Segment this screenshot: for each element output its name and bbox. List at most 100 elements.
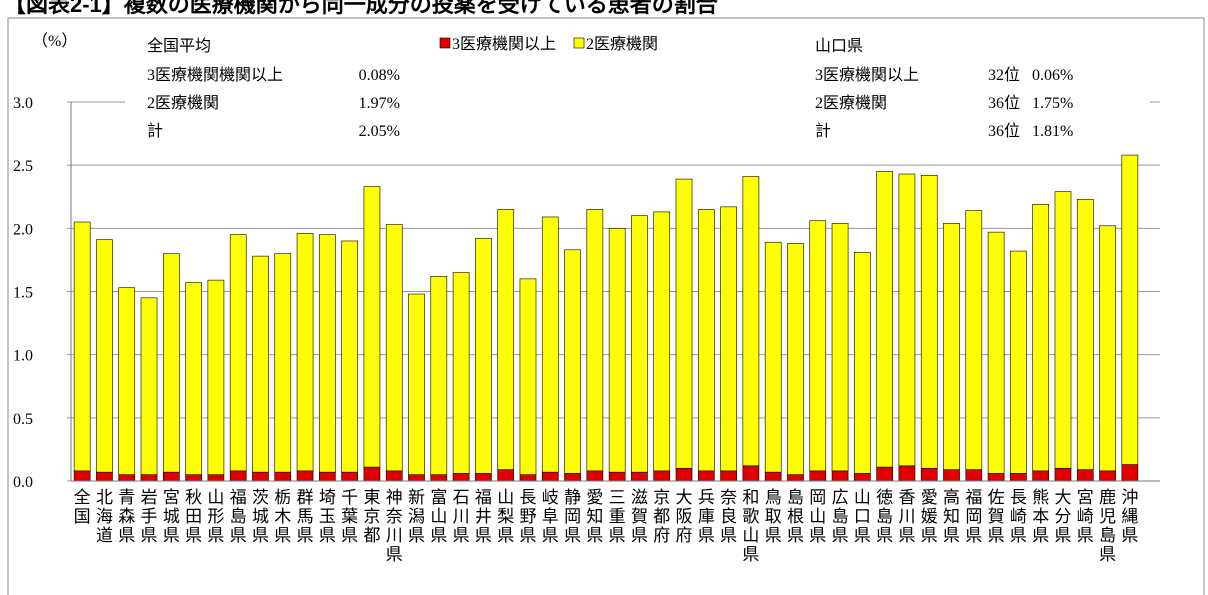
- bar-segment: [274, 253, 292, 473]
- y-tick-label: 1.5: [13, 285, 33, 302]
- x-tick-label: 群馬県: [297, 488, 314, 545]
- x-tick-label: 千葉県: [341, 488, 358, 545]
- bar-segment: [408, 474, 425, 482]
- bar-segment: [118, 287, 136, 475]
- legend-box: [420, 28, 795, 138]
- annotation-rank: 36位: [988, 122, 1020, 140]
- y-tick-label: 0.0: [13, 474, 33, 491]
- annotation-label: 2医療機関: [815, 94, 887, 112]
- bar-segment: [943, 222, 960, 470]
- bar-segment: [296, 470, 314, 482]
- x-tick-label: 栃木県: [274, 488, 291, 545]
- bar-segment: [653, 470, 671, 482]
- annotation-box: [795, 28, 1150, 160]
- bar-segment: [229, 234, 247, 472]
- x-tick-label: 静岡県: [564, 488, 581, 545]
- legend-swatch: [439, 37, 451, 49]
- x-tick-label: 滋賀県: [631, 488, 648, 545]
- x-tick-label: 山形県: [207, 488, 224, 545]
- bar-segment: [876, 171, 893, 468]
- annotation-label: 計: [147, 122, 163, 140]
- x-tick-label: 沖縄県: [1121, 488, 1138, 545]
- y-tick-label: 3.0: [13, 95, 33, 112]
- bar-segment: [764, 471, 782, 482]
- x-tick-label: 岡山県: [809, 488, 826, 545]
- bar-segment: [787, 243, 804, 475]
- bar-segment: [363, 186, 381, 468]
- annotation-value: 2.05%: [359, 123, 400, 140]
- annotation-label: 3医療機関以上: [815, 66, 919, 84]
- x-tick-label: 埼玉県: [319, 488, 336, 545]
- x-tick-label: 岐阜県: [542, 488, 559, 545]
- y-tick-label: 1.0: [13, 348, 33, 365]
- x-tick-label: 秋田県: [185, 488, 202, 545]
- bar-segment: [586, 470, 604, 482]
- bar-segment: [185, 282, 202, 475]
- bar-segment: [541, 216, 559, 473]
- bar-segment: [385, 470, 403, 482]
- x-tick-label: 全国: [74, 488, 91, 526]
- bar-segment: [809, 470, 827, 482]
- bar-segment: [341, 471, 358, 482]
- x-tick-label: 兵庫県: [698, 488, 715, 545]
- bar-segment: [1121, 464, 1139, 482]
- bar-segment: [898, 173, 916, 467]
- bar-segment: [1010, 473, 1027, 482]
- bar-segment: [742, 176, 760, 467]
- bar-segment: [987, 473, 1005, 482]
- bar-segment: [1054, 191, 1072, 469]
- annotation-value: 0.08%: [359, 67, 400, 84]
- bar-segment: [920, 468, 938, 482]
- bar-segment: [1099, 470, 1116, 482]
- annotation-rank: 32位: [988, 66, 1020, 84]
- bar-segment: [586, 209, 604, 472]
- bar-segment: [296, 233, 314, 472]
- annotation-label: 2医療機関: [147, 94, 219, 112]
- legend-swatch: [573, 37, 585, 49]
- x-tick-label: 福井県: [475, 488, 492, 545]
- bar-segment: [943, 469, 960, 482]
- bar-segment: [229, 470, 247, 482]
- bar-segment: [653, 211, 671, 472]
- x-tick-label: 三重県: [609, 488, 626, 545]
- bar-segment: [920, 174, 938, 469]
- bar-segment: [475, 473, 492, 482]
- bar-segment: [519, 278, 537, 475]
- bar-segment: [831, 222, 849, 472]
- bar-segment: [697, 209, 715, 472]
- x-tick-label: 佐賀県: [988, 488, 1005, 545]
- x-tick-label: 愛知県: [586, 488, 603, 545]
- bar-segment: [185, 474, 202, 482]
- bar-segment: [564, 249, 581, 474]
- bar-segment: [1032, 204, 1050, 472]
- bar-segment: [140, 297, 158, 475]
- bar-segment: [742, 465, 760, 482]
- x-tick-label: 香川県: [898, 488, 915, 545]
- bar-segment: [73, 470, 91, 482]
- bar-segment: [319, 234, 336, 473]
- x-tick-label: 茨城県: [252, 488, 269, 545]
- chart-title: 【図表2-1】複数の医療機関から同一成分の投薬を受けている患者の割合: [4, 0, 719, 17]
- x-tick-label: 宮崎県: [1077, 488, 1094, 545]
- x-tick-label: 長崎県: [1010, 488, 1027, 545]
- bar-segment: [430, 276, 448, 475]
- bar-segment: [720, 470, 737, 482]
- bar-segment: [965, 210, 983, 470]
- x-tick-label: 高知県: [943, 488, 960, 545]
- x-tick-label: 鹿児島県: [1099, 488, 1116, 564]
- x-tick-label: 富山県: [430, 488, 447, 545]
- bar-segment: [987, 231, 1005, 474]
- bar-segment: [720, 206, 737, 472]
- x-tick-label: 東京都: [363, 488, 380, 545]
- x-tick-label: 奈良県: [720, 488, 737, 545]
- bar-segment: [631, 215, 648, 473]
- annotation-label: 3医療機関機関以上: [147, 66, 283, 84]
- bar-segment: [809, 220, 827, 472]
- bar-segment: [452, 272, 470, 474]
- bar-segment: [1076, 469, 1094, 482]
- annotation-value: 1.81%: [1032, 123, 1073, 140]
- bar-segment: [608, 471, 626, 482]
- legend-label: 3医療機関以上: [452, 35, 556, 53]
- x-tick-label: 徳島県: [876, 488, 893, 545]
- bar-segment: [898, 465, 916, 482]
